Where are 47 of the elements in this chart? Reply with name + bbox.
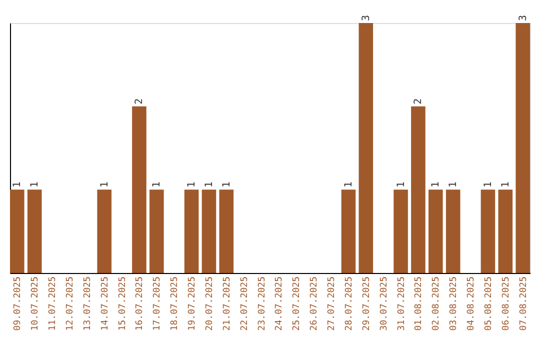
x-tick-label: 13.07.2025 — [82, 276, 93, 331]
data-label: 1 — [204, 182, 215, 188]
data-label: 1 — [482, 182, 494, 188]
x-tick-label: 07.08.2025 — [518, 276, 529, 331]
x-tick-label: 04.08.2025 — [466, 276, 477, 331]
x-tick-label: 10.07.2025 — [30, 276, 41, 331]
x-tick-label: 21.07.2025 — [222, 276, 232, 331]
x-tick-label: 12.07.2025 — [65, 276, 76, 331]
x-tick-label: 18.07.2025 — [170, 276, 180, 331]
data-label: 3 — [360, 14, 372, 21]
x-tick-label: 28.07.2025 — [344, 276, 354, 331]
x-tick-label: 22.07.2025 — [240, 276, 250, 331]
x-tick-label: 14.07.2025 — [100, 276, 110, 331]
data-label: 1 — [430, 182, 442, 188]
data-label: 2 — [413, 98, 424, 104]
x-tick-label: 11.07.2025 — [48, 276, 58, 331]
data-label: 1 — [500, 182, 512, 188]
x-tick-label: 06.08.2025 — [501, 276, 512, 331]
x-tick-label: 29.07.2025 — [362, 276, 372, 331]
x-tick-label: 30.07.2025 — [379, 276, 390, 331]
x-tick-label: 31.07.2025 — [396, 276, 407, 331]
x-tick-label: 20.07.2025 — [204, 276, 215, 331]
data-label: 1 — [12, 182, 24, 188]
x-tick-label: 26.07.2025 — [310, 276, 320, 331]
data-label: 2 — [134, 98, 146, 104]
x-tick-label: 03.08.2025 — [449, 276, 460, 331]
data-label: 1 — [152, 182, 163, 188]
x-tick-label: 02.08.2025 — [432, 276, 442, 331]
x-tick-label: 23.07.2025 — [257, 276, 268, 331]
x-tick-label: 09.07.2025 — [13, 276, 24, 331]
x-tick-label: 19.07.2025 — [188, 276, 198, 331]
x-tick-label: 24.07.2025 — [274, 276, 285, 331]
x-tick-label: 01.08.2025 — [414, 276, 424, 331]
data-label: 1 — [99, 182, 110, 188]
data-label: 1 — [396, 182, 407, 188]
data-label: 3 — [518, 14, 529, 21]
data-label: 1 — [30, 182, 41, 188]
x-tick-label: 05.08.2025 — [484, 276, 494, 331]
x-tick-label: 15.07.2025 — [118, 276, 128, 331]
x-tick-label: 27.07.2025 — [327, 276, 338, 331]
data-label: 1 — [221, 182, 232, 188]
data-label: 1 — [343, 182, 354, 188]
x-tick-label: 17.07.2025 — [152, 276, 163, 331]
x-tick-label: 16.07.2025 — [135, 276, 146, 331]
data-label: 1 — [186, 182, 198, 188]
data-label: 1 — [448, 182, 460, 188]
x-tick-label: 25.07.2025 — [292, 276, 302, 331]
